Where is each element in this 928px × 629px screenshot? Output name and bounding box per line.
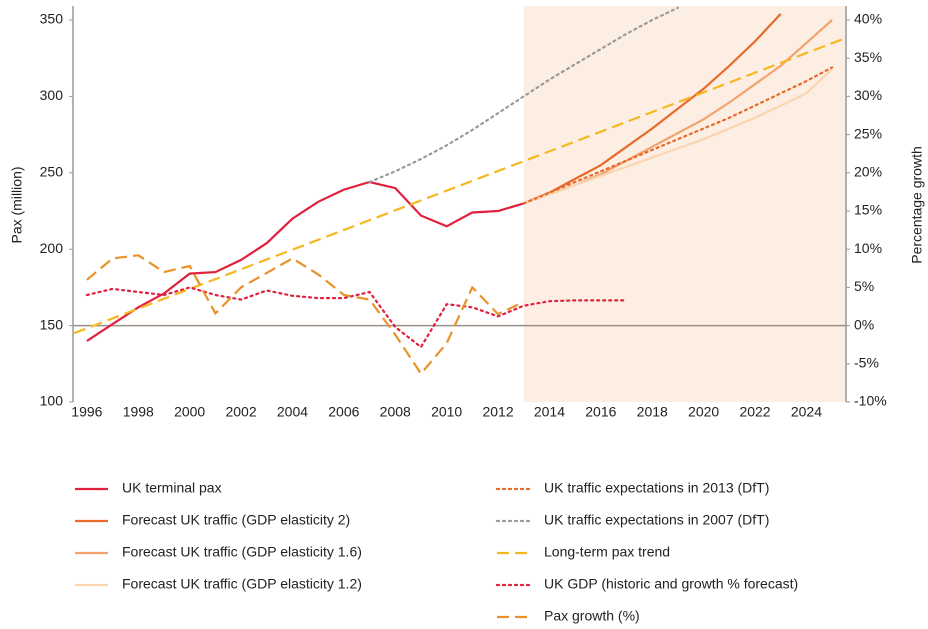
series-line [523,68,833,205]
x-tick-label: 2020 [688,404,719,420]
series-line [85,286,628,349]
x-tick-label: 2022 [739,404,770,420]
x-tick-label: 2016 [585,404,616,420]
x-tick-label: 2014 [534,404,565,420]
legend-label: UK traffic expectations in 2013 (DfT) [544,480,769,496]
x-tick-label: 2004 [277,404,308,420]
x-tick-label: 2012 [482,404,513,420]
y-tick-label: 250 [40,164,64,180]
legend-label: Pax growth (%) [544,608,640,624]
y2-tick-label: 20% [854,164,882,180]
legend-label: Long-term pax trend [544,544,670,560]
legend-label: Forecast UK traffic (GDP elasticity 2) [122,512,350,528]
y-tick-label: 100 [40,393,64,409]
y-tick-label: 350 [40,11,64,27]
y2-tick-label: 5% [854,278,874,294]
series-line [523,13,782,205]
x-tick-label: 2008 [380,404,411,420]
y-tick-label: 150 [40,316,64,332]
y2-tick-label: 35% [854,49,882,65]
x-tick-label: 2024 [791,404,822,420]
legend-label: Forecast UK traffic (GDP elasticity 1.6) [122,544,362,560]
plot-area [73,6,846,376]
legend-label: Forecast UK traffic (GDP elasticity 1.2) [122,576,362,592]
x-tick-label: 2002 [225,404,256,420]
x-tick-label: 2010 [431,404,462,420]
y2-tick-label: -10% [854,393,887,409]
legend-label: UK GDP (historic and growth % forecast) [544,576,798,592]
y-tick-label: 200 [40,240,64,256]
x-tick-label: 1996 [71,404,102,420]
x-tick-label: 2018 [637,404,668,420]
x-tick-label: 2006 [328,404,359,420]
y2-tick-label: -5% [854,355,879,371]
y-axis-label: Pax (million) [9,166,25,243]
series-line [73,37,846,335]
forecast-region [523,6,846,402]
y2-tick-label: 10% [854,240,882,256]
y2-tick-label: 0% [854,316,874,332]
series-line [86,254,525,376]
series-line [368,6,679,184]
y2-tick-label: 30% [854,87,882,103]
series-line [86,180,525,342]
x-tick-label: 1998 [123,404,154,420]
y2-tick-label: 40% [854,11,882,27]
y2-tick-label: 15% [854,202,882,218]
legend-label: UK terminal pax [122,480,222,496]
y2-axis-label: Percentage growth [909,146,925,264]
y-tick-label: 300 [40,87,64,103]
legend-label: UK traffic expectations in 2007 (DfT) [544,512,769,528]
y2-tick-label: 25% [854,125,882,141]
x-tick-label: 2000 [174,404,205,420]
series-line [522,66,834,205]
